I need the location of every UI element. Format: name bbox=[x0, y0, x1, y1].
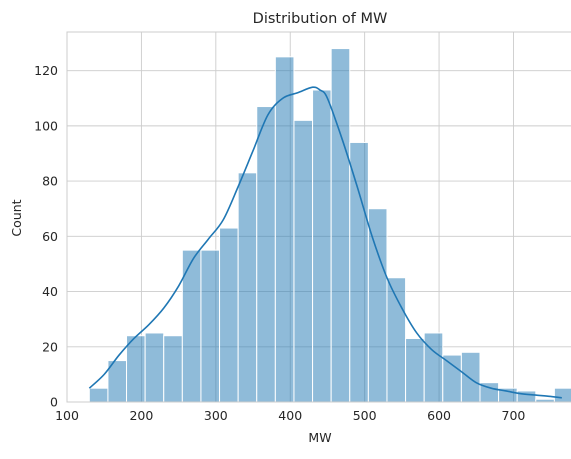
y-axis-label: Count bbox=[9, 199, 24, 236]
spines bbox=[66, 31, 571, 403]
histogram-bar bbox=[256, 106, 276, 403]
x-tick-label: 500 bbox=[353, 408, 377, 423]
histogram-bar bbox=[144, 332, 165, 403]
histogram-bar bbox=[88, 387, 109, 403]
histogram-bar bbox=[200, 249, 221, 403]
y-tick-label: 40 bbox=[42, 284, 58, 299]
x-tick-label: 700 bbox=[502, 408, 526, 423]
histogram-bar bbox=[274, 56, 295, 403]
y-tick-label: 120 bbox=[34, 63, 58, 78]
histogram-bar bbox=[460, 351, 481, 403]
x-tick-label: 200 bbox=[129, 408, 153, 423]
kde-curve bbox=[88, 86, 562, 399]
plot-frame bbox=[66, 31, 571, 403]
chart-title: Distribution of MW bbox=[253, 11, 388, 27]
histogram-bar bbox=[126, 335, 146, 403]
y-tick-label: 80 bbox=[42, 174, 58, 189]
histogram-bar bbox=[330, 48, 351, 403]
y-tick-label: 60 bbox=[42, 229, 58, 244]
histogram-bar bbox=[367, 208, 388, 403]
histogram-bar bbox=[219, 227, 239, 403]
y-tick-label: 100 bbox=[34, 118, 58, 133]
histogram-bar bbox=[293, 119, 314, 403]
histogram-bar bbox=[237, 172, 258, 403]
y-tick-label: 0 bbox=[50, 395, 58, 410]
histogram-bar bbox=[312, 89, 332, 403]
x-tick-label: 600 bbox=[427, 408, 451, 423]
x-tick-label: 100 bbox=[55, 408, 79, 423]
y-tick-label: 20 bbox=[42, 339, 58, 354]
histogram-bar bbox=[163, 335, 183, 403]
histogram-bar bbox=[442, 354, 462, 403]
histogram-bar bbox=[553, 387, 571, 403]
x-tick-label: 400 bbox=[278, 408, 302, 423]
histogram-bar bbox=[423, 332, 444, 403]
x-tick-labels: 100 200 300 400 500 600 700 bbox=[55, 408, 525, 423]
y-tick-labels: 0 20 40 60 80 100 120 bbox=[34, 63, 58, 409]
histogram-bars bbox=[88, 48, 571, 403]
histogram-bar bbox=[516, 390, 537, 403]
histogram-bar bbox=[405, 337, 425, 403]
kde-layer bbox=[88, 86, 562, 399]
x-tick-label: 300 bbox=[204, 408, 228, 423]
histogram-bar bbox=[349, 141, 369, 403]
x-axis-label: MW bbox=[308, 430, 331, 445]
